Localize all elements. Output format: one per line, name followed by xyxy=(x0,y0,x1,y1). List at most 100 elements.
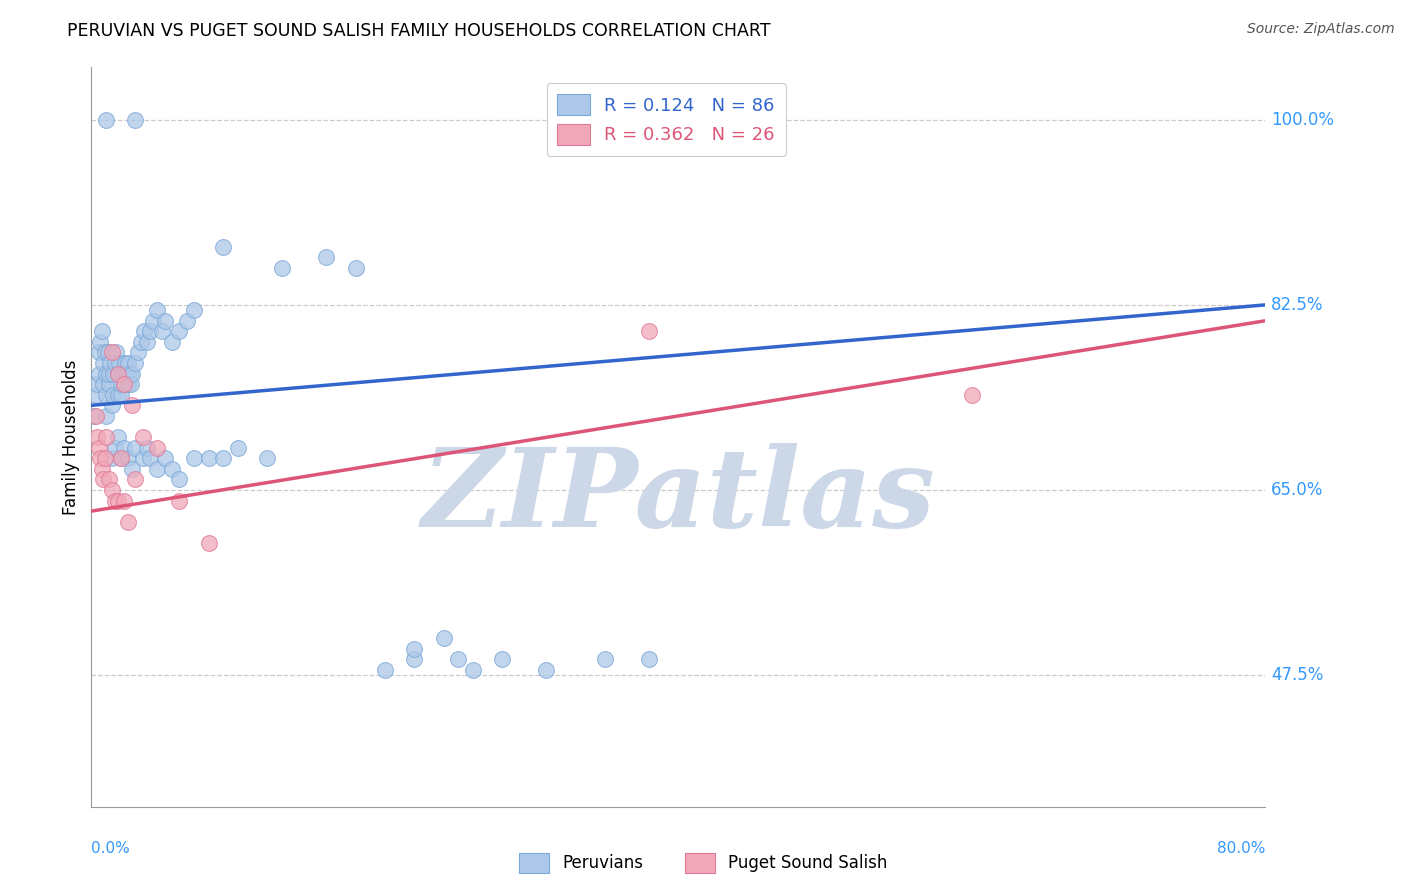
Y-axis label: Family Households: Family Households xyxy=(62,359,80,515)
Point xyxy=(169,472,191,486)
Point xyxy=(84,409,107,423)
Point xyxy=(256,451,278,466)
Point xyxy=(111,367,134,381)
Point xyxy=(110,451,132,466)
Point xyxy=(112,377,135,392)
Point xyxy=(638,324,661,338)
Point xyxy=(183,451,205,466)
Point xyxy=(146,462,169,476)
Point xyxy=(197,536,219,550)
Point xyxy=(374,663,396,677)
Point xyxy=(150,324,173,338)
Point xyxy=(87,345,110,359)
Point xyxy=(120,377,142,392)
Point xyxy=(160,334,183,349)
Point xyxy=(87,367,110,381)
Point xyxy=(169,493,191,508)
Point xyxy=(103,388,125,402)
Point xyxy=(183,303,205,318)
Point xyxy=(124,472,146,486)
Point xyxy=(212,451,235,466)
Point xyxy=(93,451,115,466)
Point xyxy=(83,409,105,423)
Point xyxy=(139,451,162,466)
Point xyxy=(87,441,110,455)
Point xyxy=(121,398,143,412)
Point xyxy=(212,240,235,254)
Text: Source: ZipAtlas.com: Source: ZipAtlas.com xyxy=(1247,22,1395,37)
Point xyxy=(124,441,146,455)
Point xyxy=(104,441,127,455)
Point xyxy=(226,441,249,455)
Point xyxy=(447,652,470,666)
Point xyxy=(107,493,129,508)
Text: 47.5%: 47.5% xyxy=(1271,666,1323,684)
Point xyxy=(461,663,484,677)
Point xyxy=(160,462,183,476)
Point xyxy=(127,345,149,359)
Point xyxy=(117,515,139,529)
Point xyxy=(153,451,176,466)
Text: 82.5%: 82.5% xyxy=(1271,296,1324,314)
Point xyxy=(638,652,661,666)
Point xyxy=(91,377,114,392)
Point xyxy=(93,345,115,359)
Point xyxy=(107,367,129,381)
Text: 100.0%: 100.0% xyxy=(1271,111,1334,128)
Point xyxy=(142,314,165,328)
Point xyxy=(491,652,513,666)
Point xyxy=(117,451,139,466)
Point xyxy=(104,493,127,508)
Point xyxy=(110,377,132,392)
Point xyxy=(432,631,454,645)
Point xyxy=(103,367,125,381)
Point xyxy=(101,398,124,412)
Point xyxy=(960,388,983,402)
Point xyxy=(98,377,121,392)
Point xyxy=(94,388,117,402)
Legend: Peruvians, Puget Sound Salish: Peruvians, Puget Sound Salish xyxy=(512,847,894,880)
Point xyxy=(197,451,219,466)
Text: ZIPatlas: ZIPatlas xyxy=(422,442,935,550)
Point xyxy=(94,430,117,444)
Point xyxy=(344,260,367,275)
Point xyxy=(404,641,426,656)
Point xyxy=(107,367,129,381)
Point xyxy=(129,334,152,349)
Point xyxy=(146,441,169,455)
Point xyxy=(98,472,121,486)
Point xyxy=(146,303,169,318)
Point xyxy=(94,112,117,127)
Point xyxy=(536,663,558,677)
Point xyxy=(136,441,159,455)
Point xyxy=(115,367,138,381)
Point xyxy=(101,345,124,359)
Point xyxy=(118,367,141,381)
Point xyxy=(90,324,112,338)
Point xyxy=(96,345,118,359)
Point xyxy=(90,462,112,476)
Point xyxy=(112,441,135,455)
Point xyxy=(101,483,124,497)
Point xyxy=(315,250,337,264)
Point xyxy=(153,314,176,328)
Point xyxy=(110,388,132,402)
Point xyxy=(404,652,426,666)
Point xyxy=(136,334,159,349)
Point xyxy=(124,112,146,127)
Point xyxy=(176,314,198,328)
Point xyxy=(100,356,122,370)
Point xyxy=(271,260,294,275)
Point xyxy=(117,377,139,392)
Text: 65.0%: 65.0% xyxy=(1271,481,1323,499)
Point xyxy=(112,493,135,508)
Point xyxy=(86,377,108,392)
Point xyxy=(108,356,131,370)
Text: 80.0%: 80.0% xyxy=(1218,840,1265,855)
Text: PERUVIAN VS PUGET SOUND SALISH FAMILY HOUSEHOLDS CORRELATION CHART: PERUVIAN VS PUGET SOUND SALISH FAMILY HO… xyxy=(67,22,770,40)
Point xyxy=(132,451,155,466)
Point xyxy=(89,451,111,466)
Point xyxy=(132,430,155,444)
Legend: R = 0.124   N = 86, R = 0.362   N = 26: R = 0.124 N = 86, R = 0.362 N = 26 xyxy=(547,83,786,156)
Point xyxy=(105,345,128,359)
